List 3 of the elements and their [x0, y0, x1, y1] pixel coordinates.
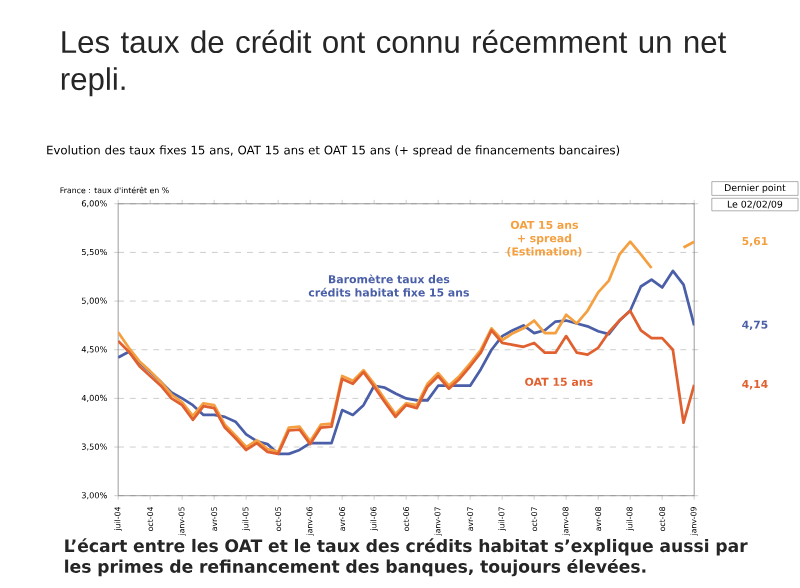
text: L’écart entre les OAT et le taux des crédits habitat s’explique aussi par les primes de refinancement des banques, toujours élevées.	[65, 538, 748, 577]
chart-title: Les taux de crédit ont connu récemment un net repli.	[61, 29, 727, 97]
line-series	[118, 309, 695, 456]
